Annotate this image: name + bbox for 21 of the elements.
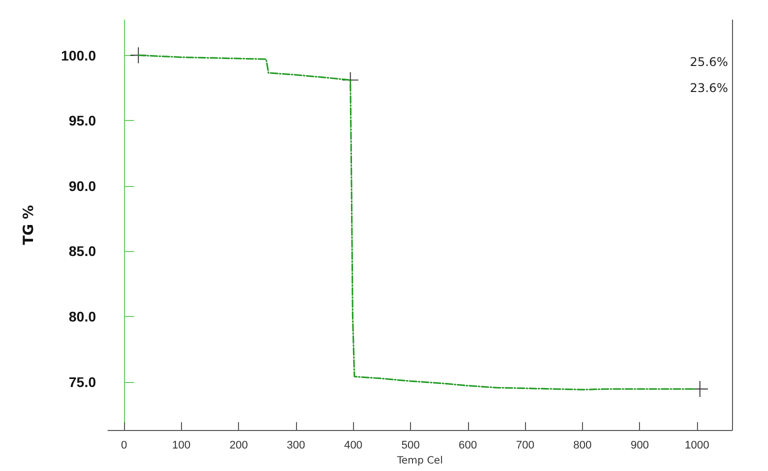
x-tick-label: 700 [516,440,534,452]
x-tick-label: 900 [630,440,649,452]
annotation: 25.6% [690,55,728,69]
x-tick-label: 800 [573,440,592,452]
x-axis-title: Temp Cel [396,456,443,466]
x-tick-label: 1000 [684,440,710,452]
x-tick-label: 200 [229,440,248,452]
x-tick-label: 100 [172,440,191,452]
y-tick-label: 100.0 [60,47,96,64]
x-tick-label: 300 [286,440,306,452]
y-tick-label: 90.0 [68,178,96,194]
x-tick-label: 0 [120,440,128,452]
y-tick-label: 85.0 [68,243,96,260]
y-tick-label: 95.0 [68,112,96,129]
y-tick-label: 75.0 [68,374,96,390]
x-tick-label: 600 [458,440,478,452]
y-axis-title: TG % [21,205,37,246]
x-tick-label: 400 [344,440,362,452]
y-tick-label: 80.0 [68,308,96,324]
annotation: 23.6% [690,81,728,95]
x-tick-label: 500 [401,440,420,452]
